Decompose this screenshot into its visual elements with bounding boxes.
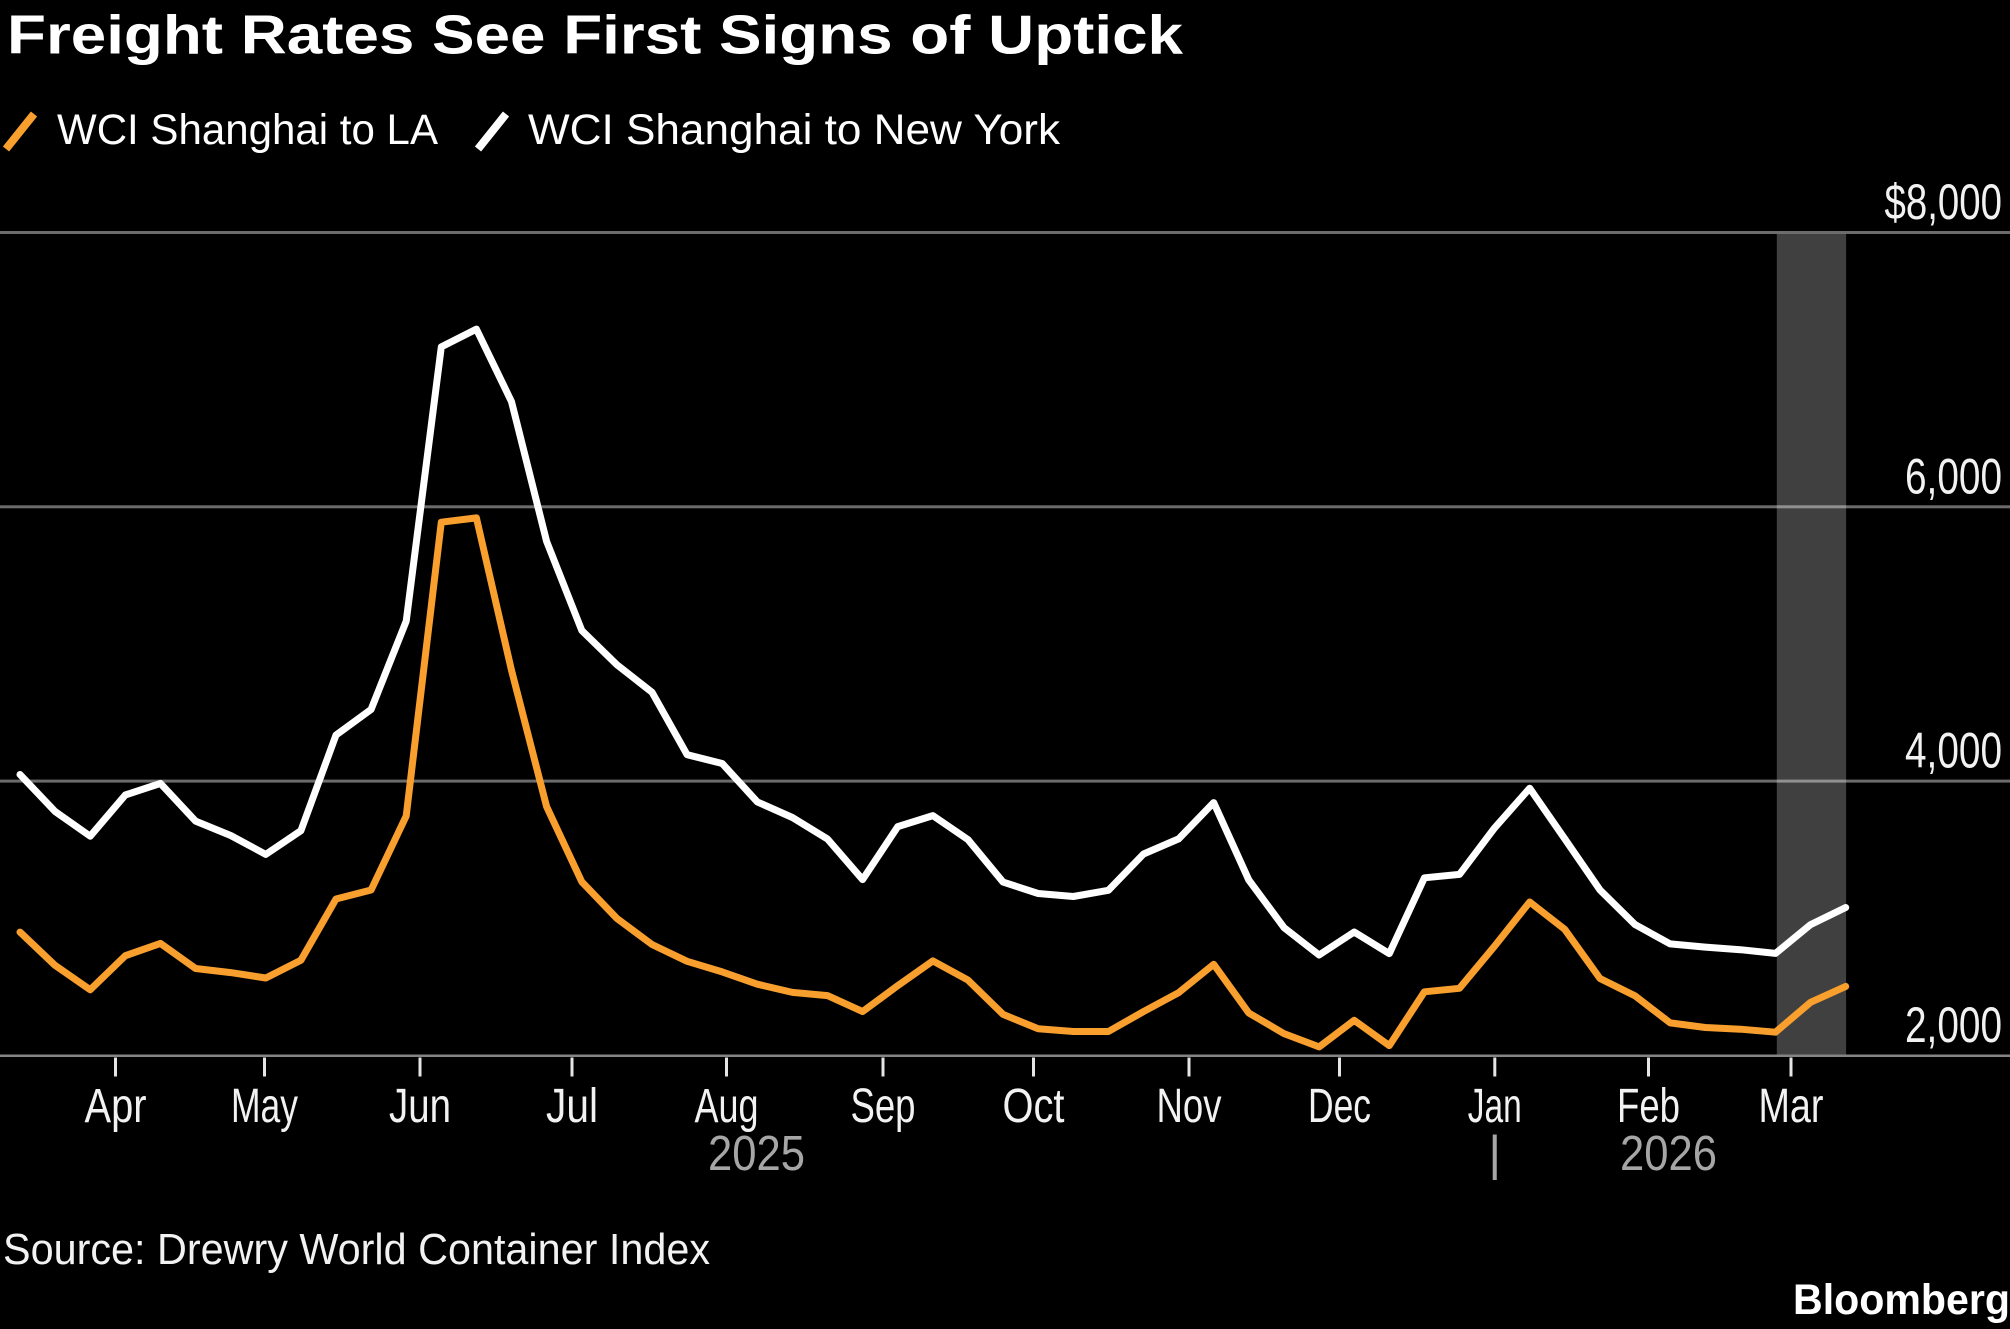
svg-text:Apr: Apr [85,1080,147,1133]
svg-text:Feb: Feb [1617,1080,1680,1133]
svg-text:Bloomberg: Bloomberg [1793,1276,2010,1324]
svg-text:Jul: Jul [546,1080,598,1133]
svg-text:$8,000: $8,000 [1885,174,2003,230]
svg-text:May: May [231,1080,298,1133]
svg-text:Nov: Nov [1157,1080,1222,1133]
svg-text:WCI Shanghai to LA: WCI Shanghai to LA [57,106,438,154]
svg-text:Aug: Aug [695,1080,759,1133]
svg-text:Jan: Jan [1468,1080,1522,1133]
svg-text:Freight Rates See First Signs: Freight Rates See First Signs of Uptick [7,4,1183,66]
svg-text:4,000: 4,000 [1905,723,2002,779]
svg-text:2025: 2025 [708,1127,805,1181]
svg-text:WCI Shanghai to New York: WCI Shanghai to New York [528,106,1061,154]
svg-text:Dec: Dec [1308,1080,1371,1133]
svg-text:6,000: 6,000 [1905,448,2002,504]
svg-text:|: | [1488,1127,1501,1181]
svg-text:Sep: Sep [851,1080,916,1133]
svg-text:Oct: Oct [1003,1080,1065,1133]
svg-text:Jun: Jun [389,1080,451,1133]
svg-text:Mar: Mar [1759,1080,1824,1133]
svg-text:2,000: 2,000 [1905,997,2002,1053]
svg-text:Source: Drewry World Container: Source: Drewry World Container Index [3,1225,710,1274]
svg-text:2026: 2026 [1620,1127,1717,1181]
